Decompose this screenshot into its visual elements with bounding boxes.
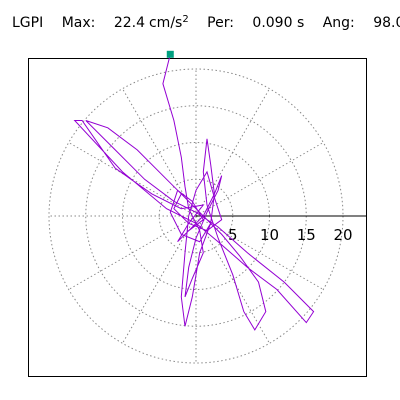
tick-label-3: 20 [333,226,352,244]
angle-value: 98.0 [373,15,400,31]
angle-label: Ang: [322,15,355,31]
plot-header: LGPI Max: 22.4 cm/s2 Per: 0.090 s Ang: 98… [12,14,400,31]
grid-spoke-1 [195,142,324,217]
period-value: 0.090 s [252,15,305,31]
tick-label-0: 5 [228,226,238,244]
tick-label-1: 10 [260,226,279,244]
grid-spoke-10 [195,215,270,344]
start-marker [166,50,174,58]
grid-spoke-2 [195,88,270,217]
tick-label-2: 15 [297,226,316,244]
max-value: 22.4 [113,15,145,31]
max-unit-exponent: 2 [182,14,189,25]
plot-frame [28,58,367,377]
particle-motion-trace [73,54,315,331]
period: Per: 0.090 s [207,15,309,31]
period-label: Per: [207,15,234,31]
grid-spoke-11 [195,215,324,290]
tick-labels: 5 10 15 20 [228,226,353,244]
max-unit: cm/s [148,15,183,31]
max-label: Max: [61,15,96,31]
max-amplitude: Max: 22.4 cm/s2 [61,14,193,31]
grid-spoke-7 [68,215,197,290]
grid-spoke-5 [68,142,197,217]
angle: Ang: 98.0 [323,15,400,31]
grid-spoke-8 [122,215,197,344]
station-code: LGPI [12,15,44,31]
